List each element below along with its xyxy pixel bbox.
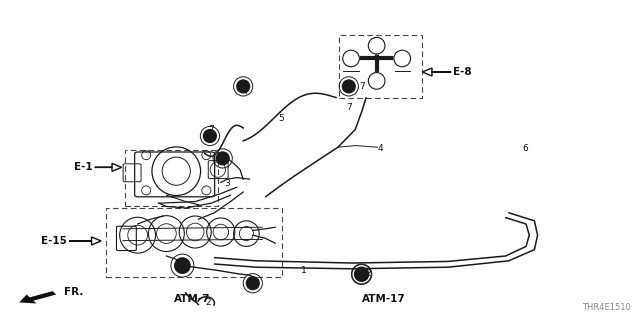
Ellipse shape bbox=[355, 268, 368, 281]
Text: 7: 7 bbox=[244, 87, 249, 96]
Text: 7: 7 bbox=[359, 82, 364, 91]
Ellipse shape bbox=[204, 130, 216, 142]
Text: FR.: FR. bbox=[64, 287, 83, 297]
Text: E-1: E-1 bbox=[74, 162, 93, 172]
Text: 4: 4 bbox=[378, 144, 383, 153]
Bar bbox=[125, 150, 218, 206]
Ellipse shape bbox=[246, 277, 259, 290]
Text: 2: 2 bbox=[250, 279, 255, 288]
Ellipse shape bbox=[369, 73, 385, 89]
FancyArrow shape bbox=[422, 68, 451, 76]
FancyArrow shape bbox=[69, 237, 101, 245]
FancyArrow shape bbox=[95, 163, 122, 172]
FancyArrow shape bbox=[19, 291, 56, 304]
Text: 1: 1 bbox=[301, 266, 307, 275]
Text: E-8: E-8 bbox=[453, 67, 472, 77]
Text: E-15: E-15 bbox=[42, 236, 67, 246]
Bar bbox=[106, 208, 282, 277]
Ellipse shape bbox=[216, 152, 229, 165]
Ellipse shape bbox=[343, 50, 360, 67]
Ellipse shape bbox=[394, 50, 411, 67]
Text: 5: 5 bbox=[279, 114, 284, 123]
Text: 2: 2 bbox=[365, 269, 371, 278]
Ellipse shape bbox=[355, 267, 369, 281]
Text: 7: 7 bbox=[218, 156, 223, 164]
Ellipse shape bbox=[342, 80, 355, 93]
Text: 7: 7 bbox=[346, 103, 351, 112]
Text: ATM-17: ATM-17 bbox=[362, 294, 406, 304]
Text: 3: 3 bbox=[225, 180, 230, 188]
Ellipse shape bbox=[175, 258, 190, 273]
Text: 7: 7 bbox=[209, 125, 214, 134]
Text: 2: 2 bbox=[205, 298, 211, 307]
Ellipse shape bbox=[237, 80, 250, 93]
Ellipse shape bbox=[369, 37, 385, 54]
Text: 6: 6 bbox=[522, 144, 527, 153]
Text: ATM-7: ATM-7 bbox=[173, 294, 211, 304]
Text: THR4E1510: THR4E1510 bbox=[582, 303, 630, 312]
Bar bbox=[339, 35, 422, 98]
